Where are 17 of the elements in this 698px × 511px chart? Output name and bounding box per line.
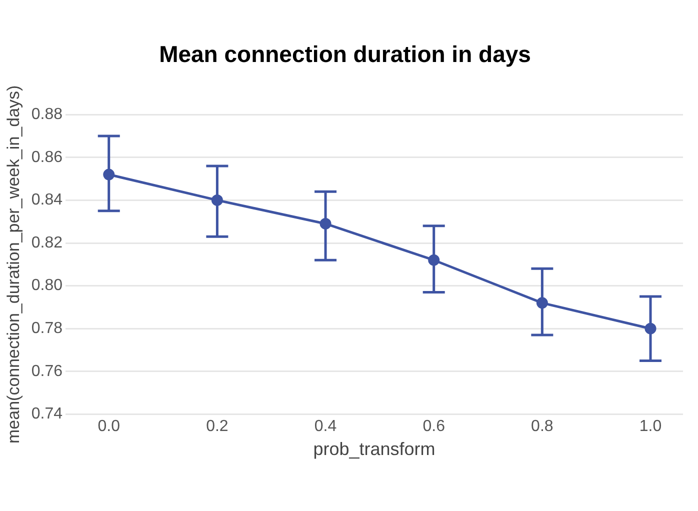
y-tick-label: 0.84 xyxy=(31,192,63,209)
y-tick-label: 0.88 xyxy=(31,106,63,124)
x-tick-label: 0.8 xyxy=(531,418,554,436)
x-tick-label: 0.2 xyxy=(206,418,228,436)
x-axis-title: prob_transform xyxy=(313,439,436,460)
x-tick-label: 0.0 xyxy=(98,418,120,436)
x-tick-label: 0.6 xyxy=(422,418,446,436)
y-tick-label: 0.76 xyxy=(31,362,63,380)
y-tick-label: 0.78 xyxy=(31,320,63,338)
chart-title: Mean connection duration in days xyxy=(159,41,531,68)
y-tick-label: 0.74 xyxy=(31,406,63,423)
y-tick-label: 0.82 xyxy=(31,234,63,252)
y-axis-title: mean(connection_duration_per_week_in_days) xyxy=(4,85,23,444)
y-tick-label: 0.80 xyxy=(31,277,63,294)
x-tick-label: 0.4 xyxy=(314,418,337,436)
y-tick-label: 0.86 xyxy=(31,148,63,166)
x-tick-label: 1.0 xyxy=(639,418,662,436)
